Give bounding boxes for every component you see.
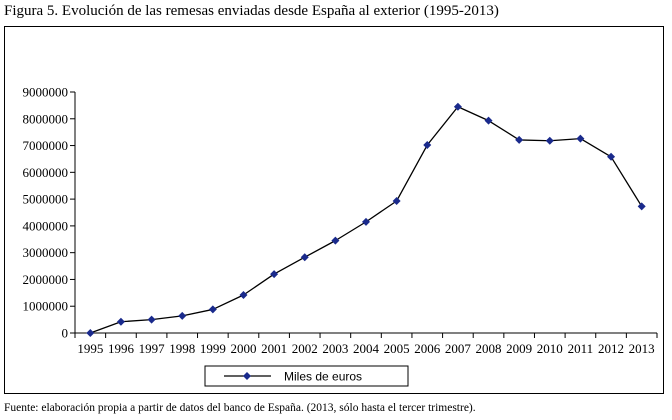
y-tick-label: 5000000	[23, 192, 69, 207]
x-tick-label: 1997	[139, 341, 166, 356]
source-note: Fuente: elaboración propia a partir de d…	[4, 402, 476, 414]
data-point-marker	[637, 202, 646, 211]
data-point-marker	[607, 152, 616, 161]
x-tick-label: 2012	[598, 341, 624, 356]
x-tick-label: 2004	[353, 341, 380, 356]
y-tick-label: 8000000	[23, 111, 69, 126]
data-point-marker	[86, 329, 95, 337]
data-point-marker	[453, 102, 462, 111]
x-tick-label: 2002	[292, 341, 318, 356]
x-tick-label: 1998	[169, 341, 195, 356]
y-tick-label: 1000000	[23, 299, 69, 314]
x-tick-label: 2011	[568, 341, 594, 356]
x-tick-label: 2003	[322, 341, 348, 356]
x-tick-label: 2008	[476, 341, 502, 356]
legend-box	[204, 365, 409, 387]
data-point-marker	[576, 134, 585, 143]
y-tick-label: 7000000	[23, 138, 69, 153]
x-tick-label: 2013	[629, 341, 655, 356]
data-point-marker	[392, 196, 401, 205]
data-point-marker	[270, 270, 279, 279]
y-tick-label: 4000000	[23, 218, 69, 233]
data-point-marker	[423, 141, 432, 150]
data-point-marker	[331, 236, 340, 245]
line-chart: 0 1000000 2000000 3000000 4000000 5000000 6000…	[23, 85, 658, 387]
data-point-marker	[178, 311, 187, 320]
x-tick-label: 2001	[261, 341, 287, 356]
data-point-marker	[515, 135, 524, 144]
x-tick-label: 2007	[445, 341, 472, 356]
y-tick-label: 2000000	[23, 272, 69, 287]
x-tick-label: 2009	[506, 341, 532, 356]
y-tick-label: 3000000	[23, 245, 69, 260]
legend-diamond-marker	[243, 372, 251, 380]
data-point-marker	[545, 136, 554, 145]
data-point-marker	[300, 253, 309, 262]
y-tick-label: 9000000	[23, 85, 69, 100]
series-miles-de-euros	[86, 102, 646, 337]
legend: Miles de euros	[204, 365, 409, 387]
y-tick-label: 0	[62, 326, 69, 341]
x-tick-label: 2006	[414, 341, 441, 356]
data-point-marker	[362, 217, 370, 226]
figure-title: Figura 5. Evolución de las remesas envia…	[4, 3, 499, 19]
x-tick-label: 2010	[537, 341, 563, 356]
x-tick-label: 1996	[108, 341, 135, 356]
y-tick-label: 6000000	[23, 165, 69, 180]
data-point-marker	[147, 315, 156, 324]
data-point-marker	[484, 116, 493, 125]
x-tick-label: 1995	[77, 341, 103, 356]
y-axis: 0 1000000 2000000 3000000 4000000 5000000 6000…	[23, 85, 76, 341]
chart-frame: 0 1000000 2000000 3000000 4000000 5000000 6000…	[4, 26, 664, 394]
x-axis: 1995 1996 1997 1998 1999 2000 2001 2002 2003 2004…	[74, 332, 658, 356]
x-tick-label: 1999	[200, 341, 226, 356]
legend-label: Miles de euros	[284, 370, 362, 384]
x-tick-label: 2005	[384, 341, 410, 356]
data-point-marker	[239, 290, 248, 299]
data-point-marker	[116, 317, 125, 326]
x-tick-label: 2000	[230, 341, 256, 356]
data-point-marker	[208, 305, 217, 314]
